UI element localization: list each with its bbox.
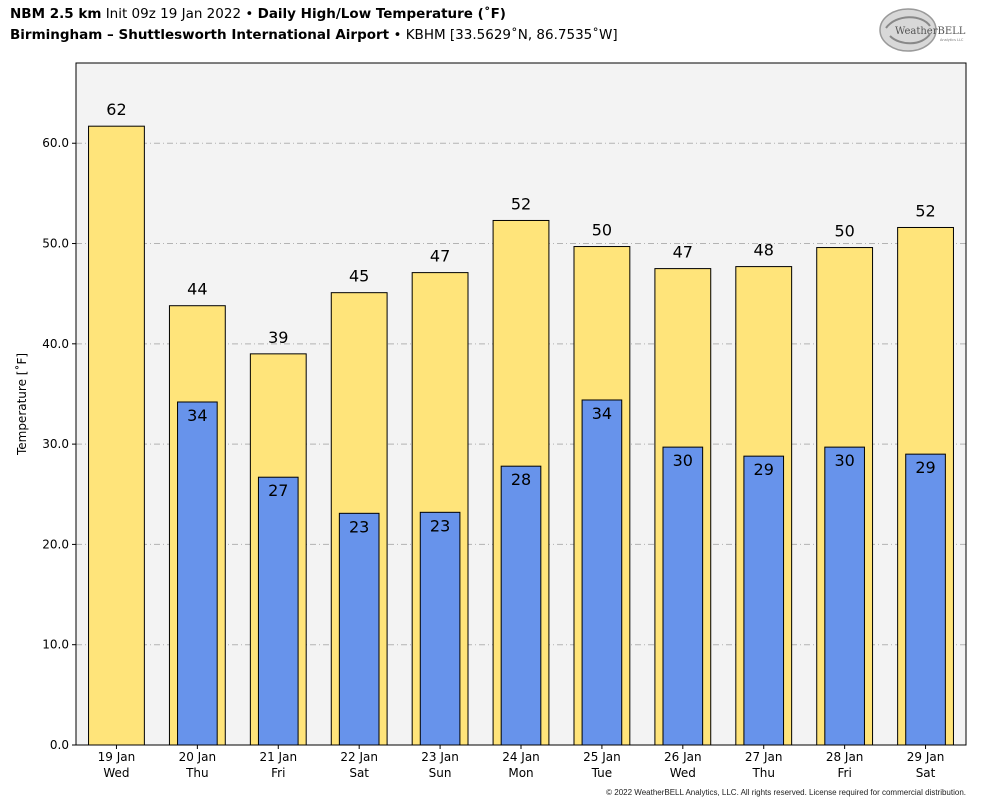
x-tick-date: 24 Jan — [502, 750, 540, 764]
x-tick-day: Thu — [185, 766, 209, 780]
high-temp-label: 62 — [106, 100, 126, 119]
y-tick-label: 10.0 — [42, 638, 69, 652]
low-temp-label: 34 — [592, 404, 612, 423]
station-info: KBHM [33.5629˚N, 86.7535˚W] — [405, 27, 618, 43]
low-temp-bar — [257, 476, 299, 746]
low-temp-bar — [500, 465, 542, 746]
y-axis-label: Temperature [˚F] — [14, 353, 29, 456]
high-temp-label: 44 — [187, 280, 207, 299]
x-tick-day: Fri — [837, 766, 851, 780]
chart-title-line2: Birmingham – Shuttlesworth International… — [10, 27, 618, 43]
low-temp-label: 30 — [673, 451, 693, 470]
x-tick-day: Fri — [271, 766, 285, 780]
x-tick-day: Wed — [670, 766, 696, 780]
low-temp-label: 23 — [349, 517, 369, 536]
x-tick-day: Mon — [508, 766, 533, 780]
logo-text: WeatherBELL — [895, 26, 966, 37]
plot-frame — [75, 62, 967, 746]
high-temp-label: 45 — [349, 267, 369, 286]
x-tick-date: 23 Jan — [421, 750, 459, 764]
high-temp-label: 39 — [268, 328, 288, 347]
x-tick-date: 29 Jan — [907, 750, 945, 764]
low-temp-bar — [662, 446, 704, 746]
x-tick-day: Sat — [349, 766, 369, 780]
y-tick-label: 40.0 — [42, 337, 69, 351]
y-tick-label: 60.0 — [42, 136, 69, 150]
x-tick-date: 25 Jan — [583, 750, 621, 764]
low-temp-label: 30 — [834, 451, 854, 470]
x-tick-day: Tue — [591, 766, 613, 780]
model-label: NBM 2.5 km — [10, 6, 102, 22]
high-temp-label: 50 — [834, 222, 854, 241]
low-temp-label: 27 — [268, 481, 288, 500]
bullet-separator: • — [245, 6, 254, 22]
low-temp-bar — [338, 512, 380, 746]
high-temp-bar — [88, 125, 145, 746]
x-tick-date: 27 Jan — [745, 750, 783, 764]
y-tick-label: 50.0 — [42, 237, 69, 251]
low-temp-label: 34 — [187, 406, 207, 425]
low-temp-label: 29 — [754, 460, 774, 479]
low-temp-bar — [905, 453, 946, 746]
high-temp-label: 47 — [430, 247, 450, 266]
y-tick-label: 30.0 — [42, 437, 69, 451]
high-temp-label: 50 — [592, 221, 612, 240]
logo-subtext: Analytics LLC — [940, 38, 964, 42]
low-temp-bar — [419, 511, 461, 746]
low-temp-bar — [824, 446, 865, 746]
x-tick-date: 21 Jan — [259, 750, 297, 764]
low-temp-bar — [581, 399, 623, 746]
bullet-separator: • — [393, 27, 402, 43]
x-tick-date: 22 Jan — [340, 750, 378, 764]
x-tick-day: Thu — [751, 766, 775, 780]
weatherbell-logo: WeatherBELL Analytics LLC — [879, 8, 966, 52]
low-temp-label: 29 — [915, 458, 935, 477]
product-label: Daily High/Low Temperature (˚F) — [257, 6, 506, 22]
x-tick-date: 19 Jan — [98, 750, 136, 764]
x-tick-day: Sun — [429, 766, 452, 780]
copyright-notice: © 2022 WeatherBELL Analytics, LLC. All r… — [606, 788, 966, 797]
x-tick-day: Wed — [103, 766, 129, 780]
init-label: Init 09z 19 Jan 2022 — [105, 6, 242, 22]
x-tick-date: 28 Jan — [826, 750, 864, 764]
high-temp-label: 52 — [915, 201, 935, 220]
high-temp-label: 48 — [754, 241, 774, 260]
y-tick-label: 0.0 — [50, 738, 69, 752]
chart-title-line1: NBM 2.5 km Init 09z 19 Jan 2022 • Daily … — [10, 6, 506, 22]
x-tick-date: 20 Jan — [179, 750, 217, 764]
low-temp-bar — [743, 455, 785, 746]
low-temp-label: 28 — [511, 470, 531, 489]
y-tick-label: 20.0 — [42, 537, 69, 551]
station-name: Birmingham – Shuttlesworth International… — [10, 27, 390, 43]
low-temp-label: 23 — [430, 516, 450, 535]
low-temp-bar — [177, 401, 218, 746]
high-temp-label: 47 — [673, 243, 693, 262]
x-tick-date: 26 Jan — [664, 750, 702, 764]
high-temp-label: 52 — [511, 194, 531, 213]
x-tick-day: Sat — [916, 766, 936, 780]
